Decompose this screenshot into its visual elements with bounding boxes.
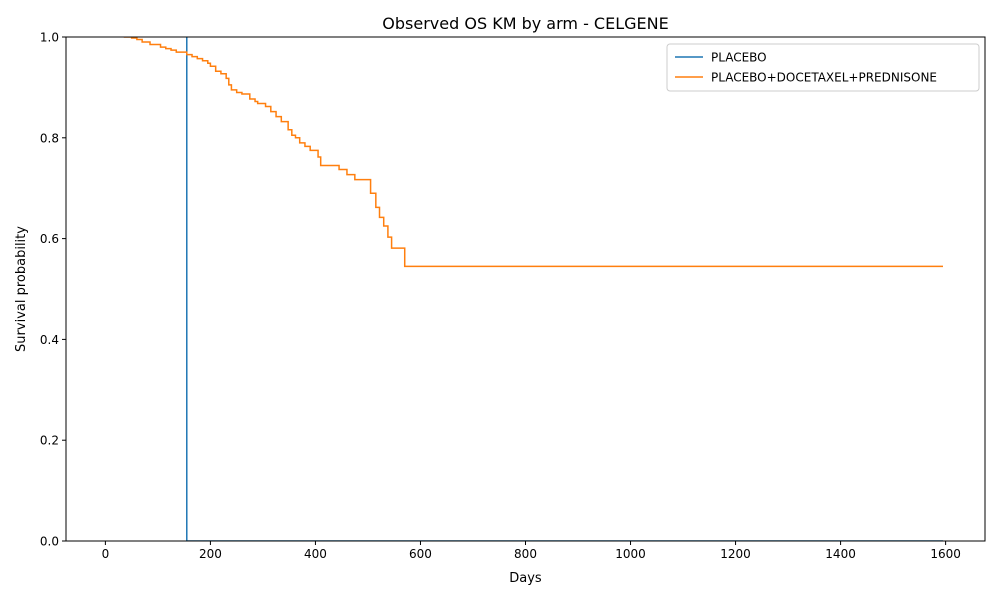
x-tick-label: 0 — [102, 547, 110, 561]
y-tick-label: 0.8 — [40, 131, 59, 145]
y-tick-label: 0.6 — [40, 232, 59, 246]
plot-area-frame — [65, 36, 986, 542]
x-axis-label: Days — [509, 571, 542, 586]
legend: PLACEBO PLACEBO+DOCETAXEL+PREDNISONE — [666, 43, 980, 92]
x-tick-label: 1600 — [930, 547, 961, 561]
x-tick-label: 800 — [514, 547, 537, 561]
legend-label-2: PLACEBO+DOCETAXEL+PREDNISONE — [711, 71, 937, 85]
legend-label-1: PLACEBO — [711, 51, 767, 65]
y-tick-label: 0.2 — [40, 434, 59, 448]
y-tick-label: 0.0 — [40, 535, 59, 549]
y-axis: 0.0 0.2 0.4 0.6 0.8 1.0 — [40, 31, 66, 549]
legend-box — [666, 43, 980, 92]
x-tick-label: 600 — [409, 547, 432, 561]
x-tick-label: 1400 — [825, 547, 856, 561]
y-tick-label: 0.4 — [40, 333, 59, 347]
x-tick-label: 1200 — [720, 547, 751, 561]
series-layer — [123, 37, 943, 541]
x-tick-label: 1000 — [615, 547, 646, 561]
x-tick-label: 400 — [304, 547, 327, 561]
series-line-2 — [123, 37, 943, 268]
x-tick-label: 200 — [199, 547, 222, 561]
y-axis-label: Survival probability — [14, 226, 29, 352]
y-tick-label: 1.0 — [40, 31, 59, 45]
chart-title: Observed OS KM by arm - CELGENE — [382, 14, 668, 33]
series-line-1 — [186, 37, 943, 541]
x-axis: 0 200 400 600 800 1000 1200 1400 1600 — [102, 541, 961, 561]
